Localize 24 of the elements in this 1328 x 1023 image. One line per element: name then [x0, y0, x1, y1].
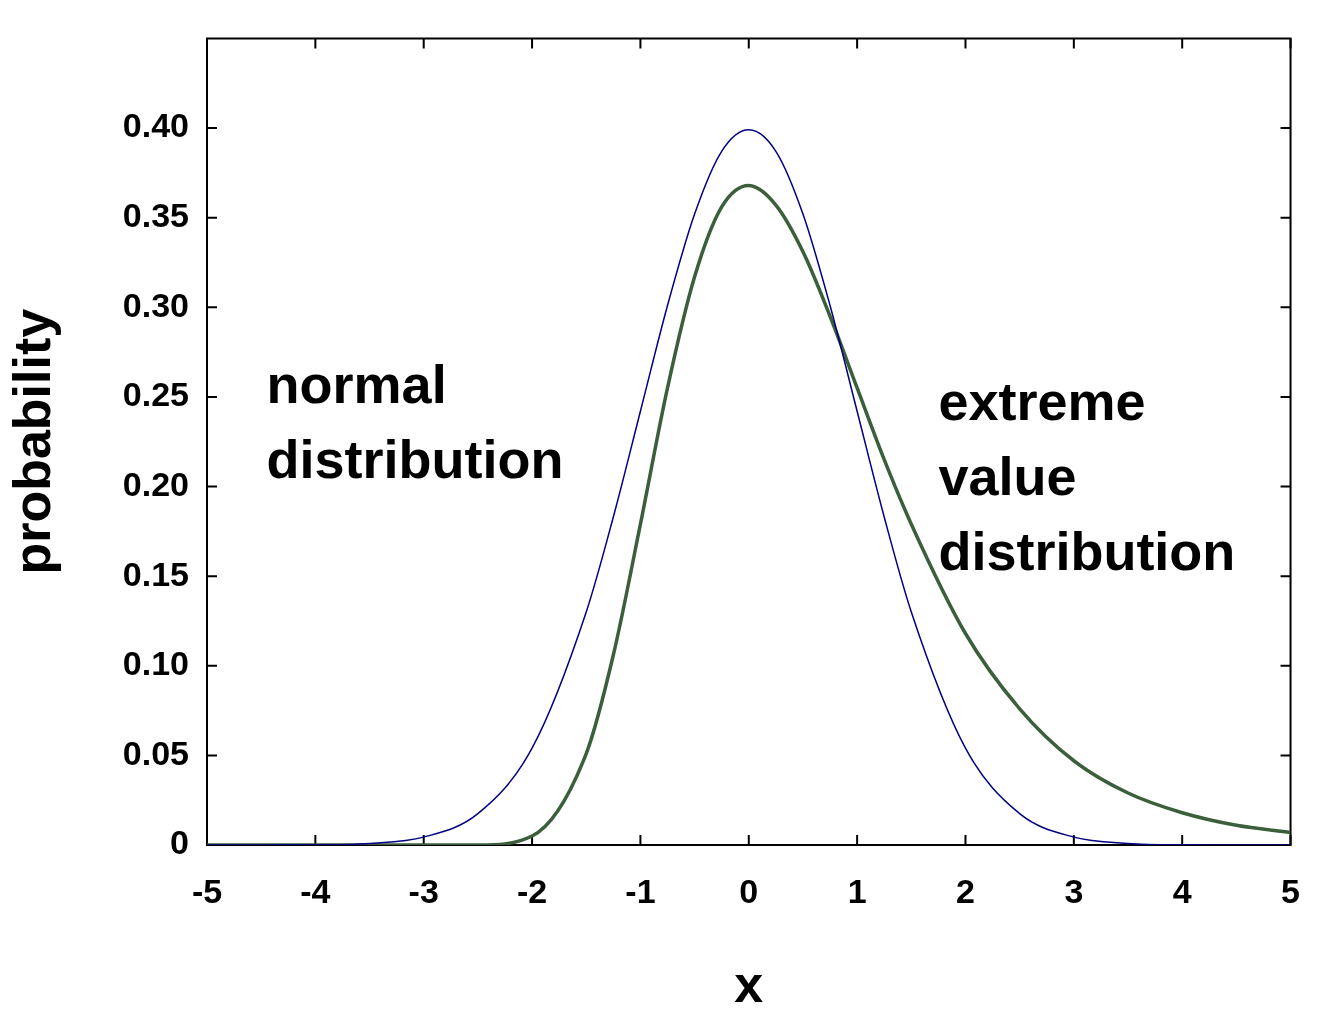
y-tick-label: 0.20: [122, 464, 189, 503]
x-axis-title: x: [734, 955, 764, 1014]
x-tick-label: -2: [516, 871, 548, 910]
series-label: normal distribution: [266, 353, 564, 489]
x-tick-label: 5: [1281, 871, 1301, 910]
y-tick-label: 0.05: [122, 733, 189, 772]
y-tick-label: 0.30: [122, 285, 189, 324]
y-tick-label: 0.25: [122, 375, 189, 414]
series-label: extreme value distribution: [938, 371, 1236, 582]
x-tick-label: 2: [956, 871, 975, 910]
x-tick-label: -1: [625, 871, 656, 910]
x-tick-label: -4: [300, 871, 331, 910]
y-axis-title: probability: [2, 308, 61, 575]
y-tick-label: 0.40: [122, 106, 189, 145]
x-tick-label: 0: [739, 871, 759, 910]
x-tick-label: 1: [847, 871, 867, 910]
x-tick-label: -3: [408, 871, 439, 910]
y-tick-label: 0: [170, 823, 189, 862]
x-tick-label: -5: [191, 871, 223, 910]
y-tick-label: 0.35: [122, 196, 189, 235]
y-tick-label: 0.15: [122, 554, 189, 593]
x-tick-label: 3: [1064, 871, 1084, 910]
y-tick-label: 0.10: [122, 644, 189, 683]
x-tick-label: 4: [1172, 871, 1192, 910]
